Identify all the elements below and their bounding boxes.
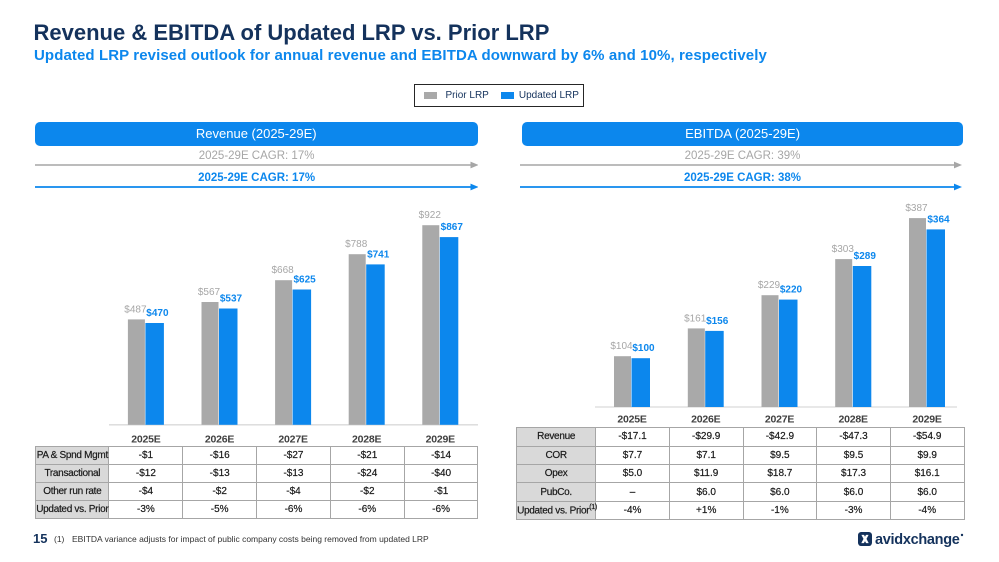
svg-text:$364: $364 — [927, 214, 950, 225]
svg-text:avidxchange: avidxchange — [875, 532, 960, 548]
svg-text:2026E: 2026E — [691, 414, 721, 426]
svg-text:$922: $922 — [419, 210, 442, 221]
svg-text:$161: $161 — [684, 313, 707, 324]
svg-text:2028E: 2028E — [839, 414, 869, 426]
svg-text:$668: $668 — [271, 265, 294, 276]
svg-text:2028E: 2028E — [352, 433, 382, 445]
svg-text:$741: $741 — [367, 249, 390, 260]
svg-text:$867: $867 — [441, 222, 464, 233]
svg-text:$104: $104 — [610, 341, 633, 352]
svg-text:$387: $387 — [905, 203, 928, 214]
svg-text:2027E: 2027E — [278, 433, 308, 445]
svg-text:$156: $156 — [706, 316, 729, 327]
svg-text:$303: $303 — [832, 244, 855, 255]
svg-text:2029E: 2029E — [426, 433, 456, 445]
svg-text:2027E: 2027E — [765, 414, 795, 426]
svg-text:$229: $229 — [758, 280, 781, 291]
svg-text:2029E: 2029E — [912, 414, 942, 426]
svg-text:$537: $537 — [220, 294, 243, 305]
svg-text:2025E: 2025E — [617, 414, 647, 426]
svg-text:$788: $788 — [345, 239, 368, 250]
svg-text:$220: $220 — [780, 285, 803, 296]
svg-text:$567: $567 — [198, 287, 221, 298]
svg-text:2025E: 2025E — [131, 433, 161, 445]
svg-text:$289: $289 — [854, 251, 877, 262]
svg-text:$470: $470 — [146, 308, 169, 319]
svg-text:$487: $487 — [124, 304, 147, 315]
svg-text:2026E: 2026E — [205, 433, 235, 445]
svg-text:$100: $100 — [632, 343, 655, 354]
svg-text:$625: $625 — [293, 275, 316, 286]
